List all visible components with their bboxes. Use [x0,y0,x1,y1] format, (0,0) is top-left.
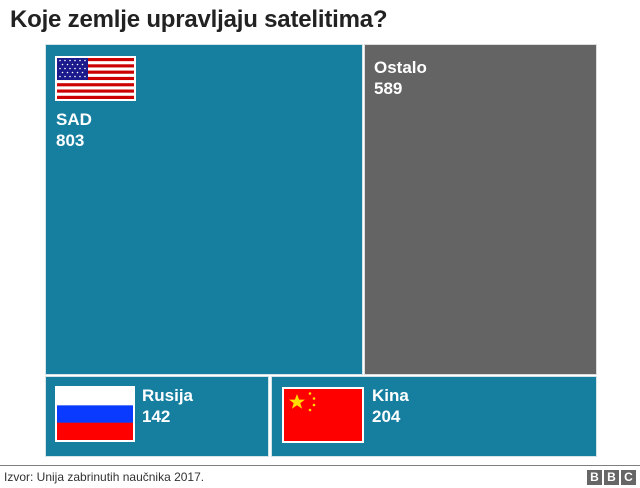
usa-flag-icon [55,56,136,101]
bbc-logo-letter: B [587,470,602,485]
footer-divider [0,465,640,466]
bbc-logo-letter: C [621,470,636,485]
russia-flag-icon [55,386,135,442]
tile-value-usa: 803 [56,131,85,150]
bbc-logo: B B C [587,470,636,485]
tile-label-russia: Rusija [142,386,194,405]
source-note: Izvor: Unija zabrinutih naučnika 2017. [4,470,205,484]
tile-usa: SAD 803 [45,44,363,375]
tile-value-other: 589 [374,79,403,98]
tile-other: Ostalo 589 [364,44,597,375]
tile-label-other: Ostalo [374,58,427,77]
bbc-logo-letter: B [604,470,619,485]
tile-label-usa: SAD [56,110,92,129]
tile-label-china: Kina [372,386,409,405]
tile-china: Kina 204 [271,376,597,457]
china-flag-icon [282,387,364,443]
tile-value-russia: 142 [142,407,171,426]
chart-title: Koje zemlje upravljaju satelitima? [10,6,388,33]
tile-russia: Rusija 142 [45,376,269,457]
tile-value-china: 204 [372,407,401,426]
